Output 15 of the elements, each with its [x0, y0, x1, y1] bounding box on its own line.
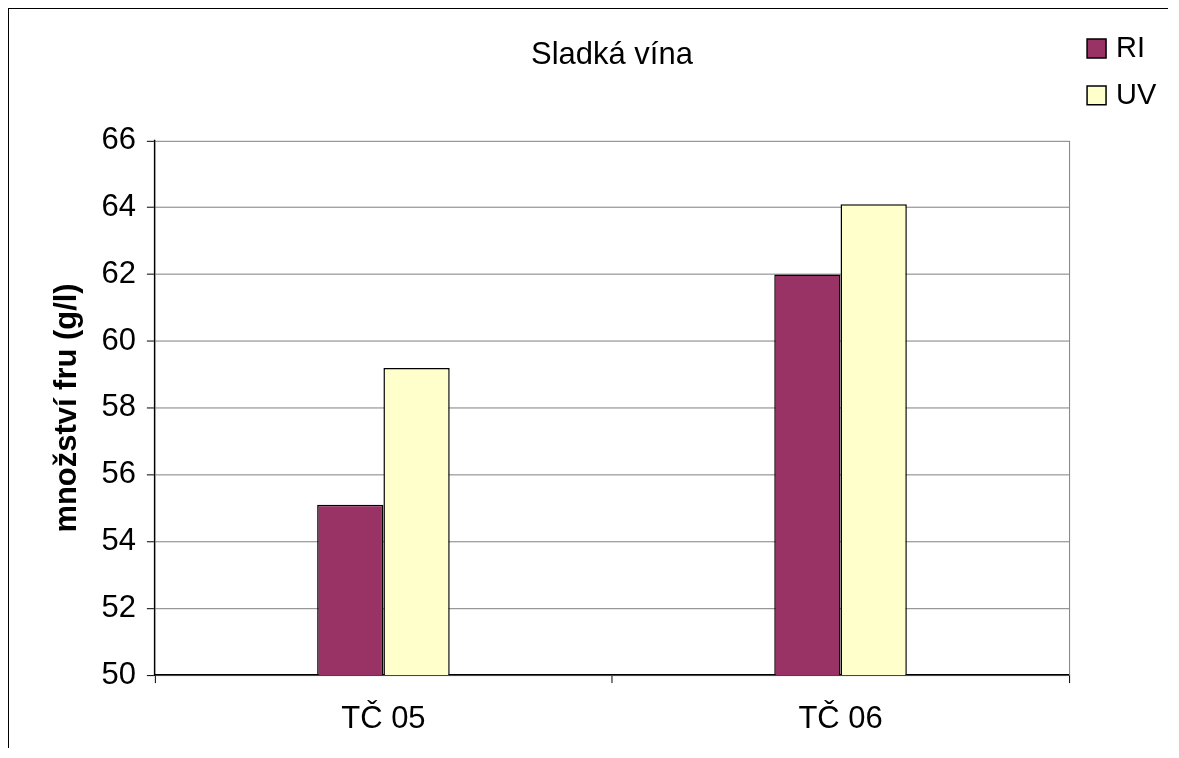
legend-label: RI — [1116, 30, 1146, 63]
y-tick-label: 50 — [101, 655, 136, 691]
y-tick-label: 62 — [101, 254, 136, 290]
y-tick-label: 64 — [101, 188, 136, 224]
y-tick-label: 52 — [101, 588, 136, 624]
legend-label: UV — [1116, 77, 1157, 110]
y-tick-label: 58 — [101, 388, 136, 424]
y-tick-label: 66 — [101, 121, 136, 157]
y-axis-title: množství fru (g/l) — [48, 283, 84, 533]
x-tick-label: TČ 05 — [341, 700, 426, 736]
y-tick-label: 56 — [101, 455, 136, 491]
chart-title: Sladká vína — [531, 36, 694, 72]
y-tick-label: 54 — [101, 522, 136, 558]
x-tick-label: TČ 06 — [798, 700, 883, 736]
y-tick-label: 60 — [101, 321, 136, 357]
